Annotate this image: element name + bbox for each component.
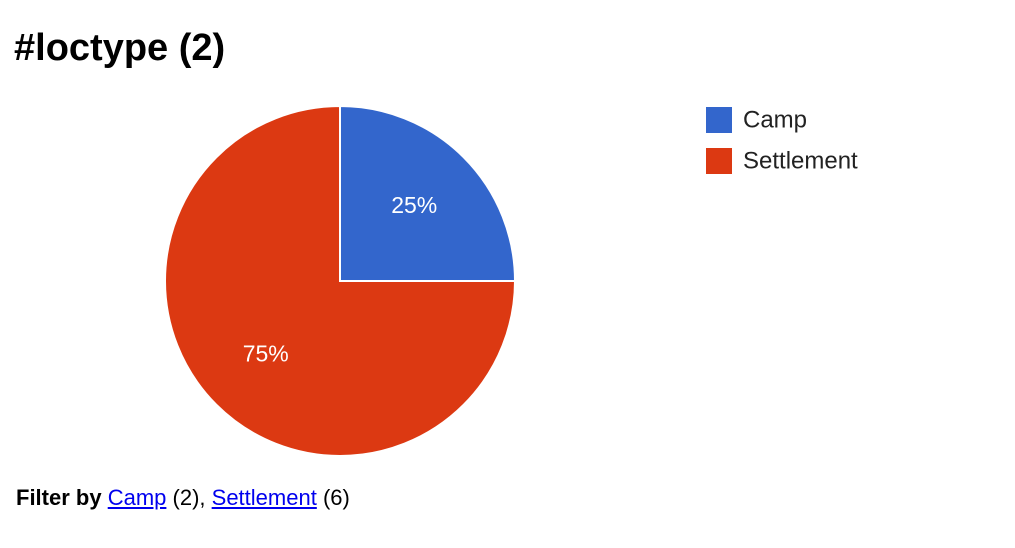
pie-slice-camp[interactable]	[339, 104, 517, 282]
filter-count-camp: (2)	[172, 485, 200, 510]
filter-count-settlement: (6)	[322, 485, 350, 510]
filter-separator: ,	[199, 485, 212, 510]
slice-label-settlement: 75%	[243, 340, 289, 366]
page-title: #loctype (2)	[14, 27, 226, 69]
filter-label: Filter by	[16, 485, 102, 510]
pie-slice-settlement[interactable]	[164, 104, 517, 457]
legend-label-settlement: Settlement	[743, 147, 858, 174]
slice-label-camp: 25%	[391, 192, 437, 218]
legend-item-camp[interactable]: Camp	[706, 106, 807, 133]
legend-swatch-settlement	[706, 148, 732, 174]
filter-link-settlement[interactable]: Settlement	[211, 485, 317, 510]
legend-swatch-camp	[706, 107, 732, 133]
filter-line: Filter by Camp (2), Settlement (6)	[16, 484, 350, 512]
legend-label-camp: Camp	[743, 106, 807, 133]
filter-link-camp[interactable]: Camp	[107, 485, 167, 510]
legend-item-settlement[interactable]: Settlement	[706, 147, 858, 174]
